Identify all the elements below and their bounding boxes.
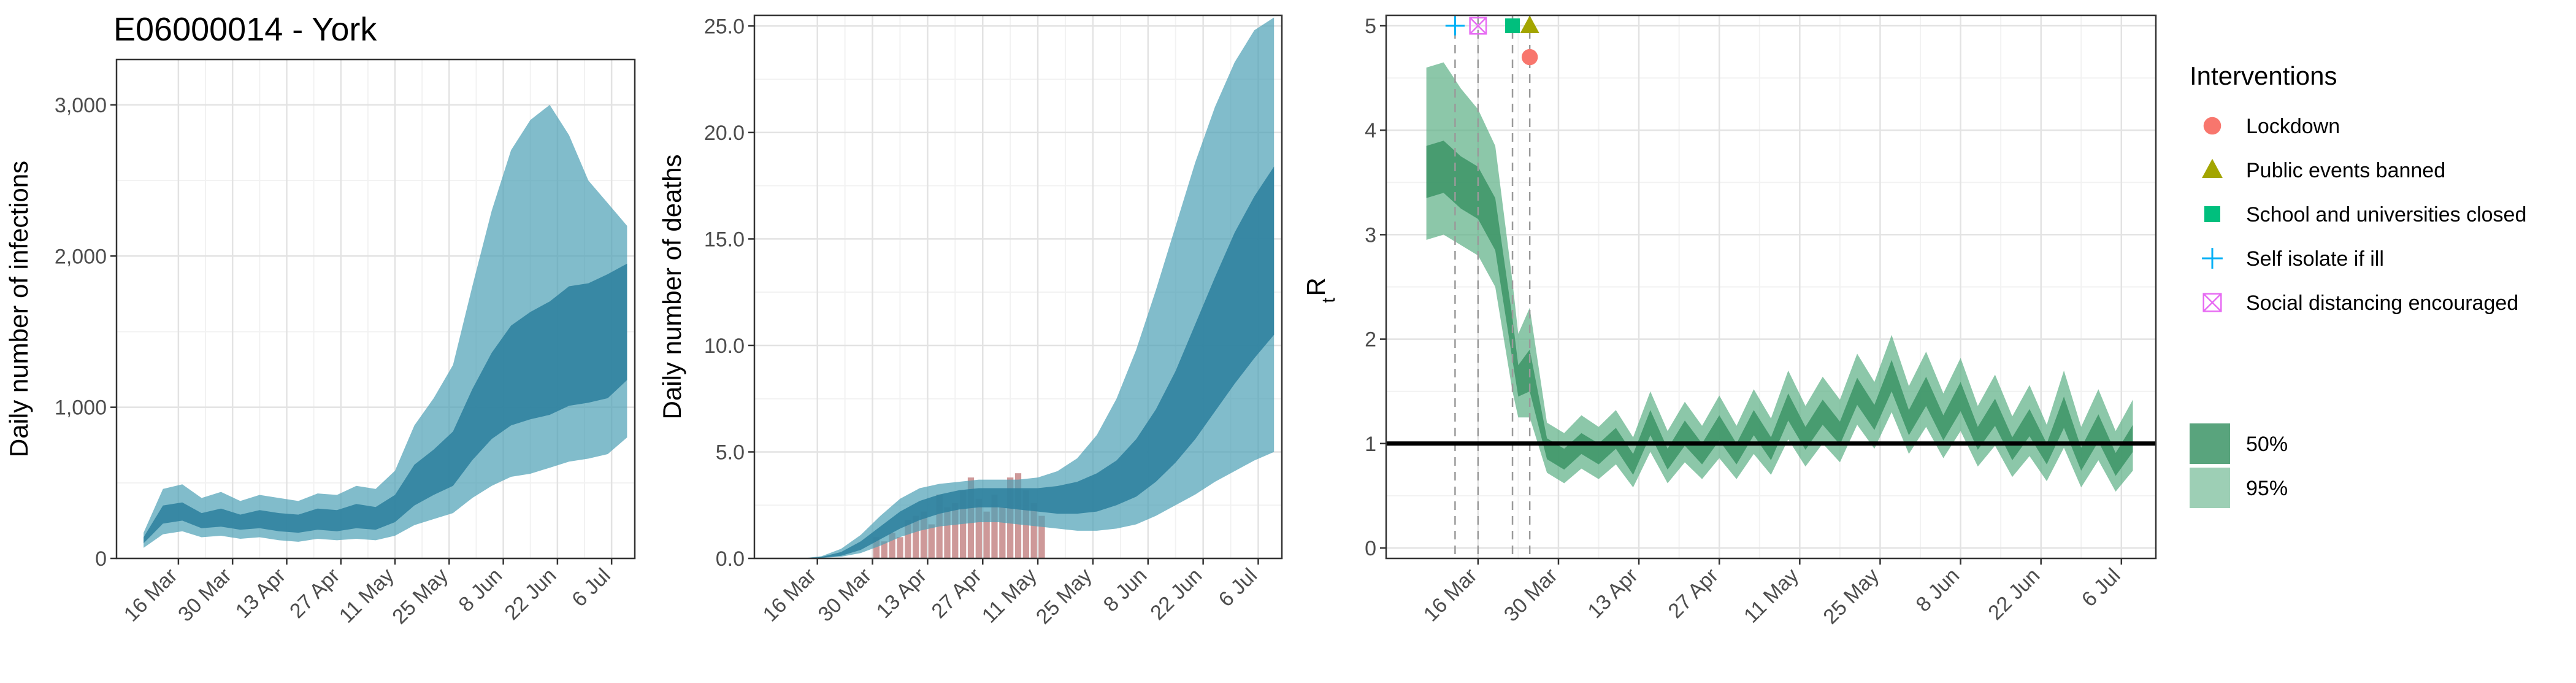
legend: Interventions Lockdown Public events bann… (2190, 61, 2526, 508)
death-bar (936, 494, 943, 558)
death-bar (905, 520, 911, 558)
figure-title: E06000014 - York (113, 11, 377, 48)
y-tick-label: 0 (95, 547, 107, 571)
y-tick-label: 1,000 (55, 396, 107, 420)
y-tick-label: 15.0 (704, 228, 745, 251)
legend-label: School and universities closed (2246, 203, 2526, 226)
y-tick-label: 2 (1365, 328, 1376, 352)
death-bar (897, 537, 903, 558)
legend-ci-label: 95% (2246, 477, 2288, 500)
y-tick-label: 25.0 (704, 15, 745, 38)
y-tick-label: 0 (1365, 537, 1376, 560)
death-bar (944, 507, 951, 558)
plot-area (144, 104, 627, 548)
legend-title: Interventions (2190, 61, 2337, 90)
death-bar (999, 507, 1006, 558)
death-bar (889, 533, 895, 558)
death-bar (920, 511, 927, 558)
plot-area (802, 17, 1275, 558)
ci50-band (1426, 141, 2133, 476)
legend-marker-circle (2203, 117, 2221, 135)
legend-label: Lockdown (2246, 115, 2340, 138)
legend-marker-square (2204, 206, 2220, 222)
death-bar (991, 494, 998, 558)
y-tick-label: 20.0 (704, 122, 745, 145)
death-bar (952, 503, 959, 558)
y-tick-label: 5 (1365, 15, 1376, 38)
intervention-marker-boxcross (1469, 17, 1487, 35)
legend-marker-boxcross (2202, 293, 2222, 312)
legend-ci-swatch (2190, 423, 2230, 464)
death-bar (975, 498, 982, 558)
death-bar (1038, 515, 1045, 558)
ci50-band (802, 166, 1275, 558)
ci95-band (144, 104, 627, 548)
y-tick-label: 5.0 (716, 441, 745, 464)
legend-label: Self isolate if ill (2246, 247, 2384, 271)
legend-label: Public events banned (2246, 159, 2445, 182)
intervention-marker-circle (1521, 48, 1538, 66)
death-bar (960, 490, 967, 558)
legend-ci-swatch (2190, 468, 2230, 508)
legend-ci-items: 50% 95% (2190, 423, 2288, 508)
intervention-marker-square (1505, 18, 1520, 34)
panel-frame (753, 14, 1283, 560)
ci95-band (1426, 62, 2133, 492)
death-bar (928, 524, 935, 558)
death-bar (873, 537, 880, 558)
y-axis-label-subscript: t (1319, 298, 1339, 303)
ci50-band (144, 263, 627, 544)
y-tick-label: 3,000 (55, 94, 107, 117)
legend-ci-label: 50% (2246, 433, 2288, 456)
death-bar (983, 511, 990, 558)
y-tick-label: 3 (1365, 223, 1376, 247)
y-tick-label: 1 (1365, 433, 1376, 456)
death-bar (913, 515, 919, 558)
intervention-marker-triangle (1520, 15, 1539, 34)
legend-label: Social distancing encouraged (2246, 291, 2518, 315)
legend-items: Lockdown Public events banned School and u… (2202, 115, 2526, 315)
y-tick-label: 10.0 (704, 334, 745, 358)
death-bar (881, 541, 887, 558)
y-tick-label: 4 (1365, 119, 1376, 142)
legend-marker-plus (2202, 248, 2223, 269)
y-axis-label: R (1301, 277, 1330, 296)
intervention-marker-plus (1445, 16, 1465, 36)
y-tick-label: 0.0 (716, 547, 745, 571)
y-axis-label: Daily number of deaths (657, 155, 686, 420)
panel-frame (1385, 14, 2157, 560)
plot-area (1426, 62, 2133, 492)
legend-marker-triangle (2202, 158, 2223, 178)
y-tick-label: 2,000 (55, 245, 107, 268)
panel-frame (115, 58, 636, 560)
y-axis-label: Daily number of infections (4, 161, 33, 457)
death-bar (1030, 503, 1037, 558)
